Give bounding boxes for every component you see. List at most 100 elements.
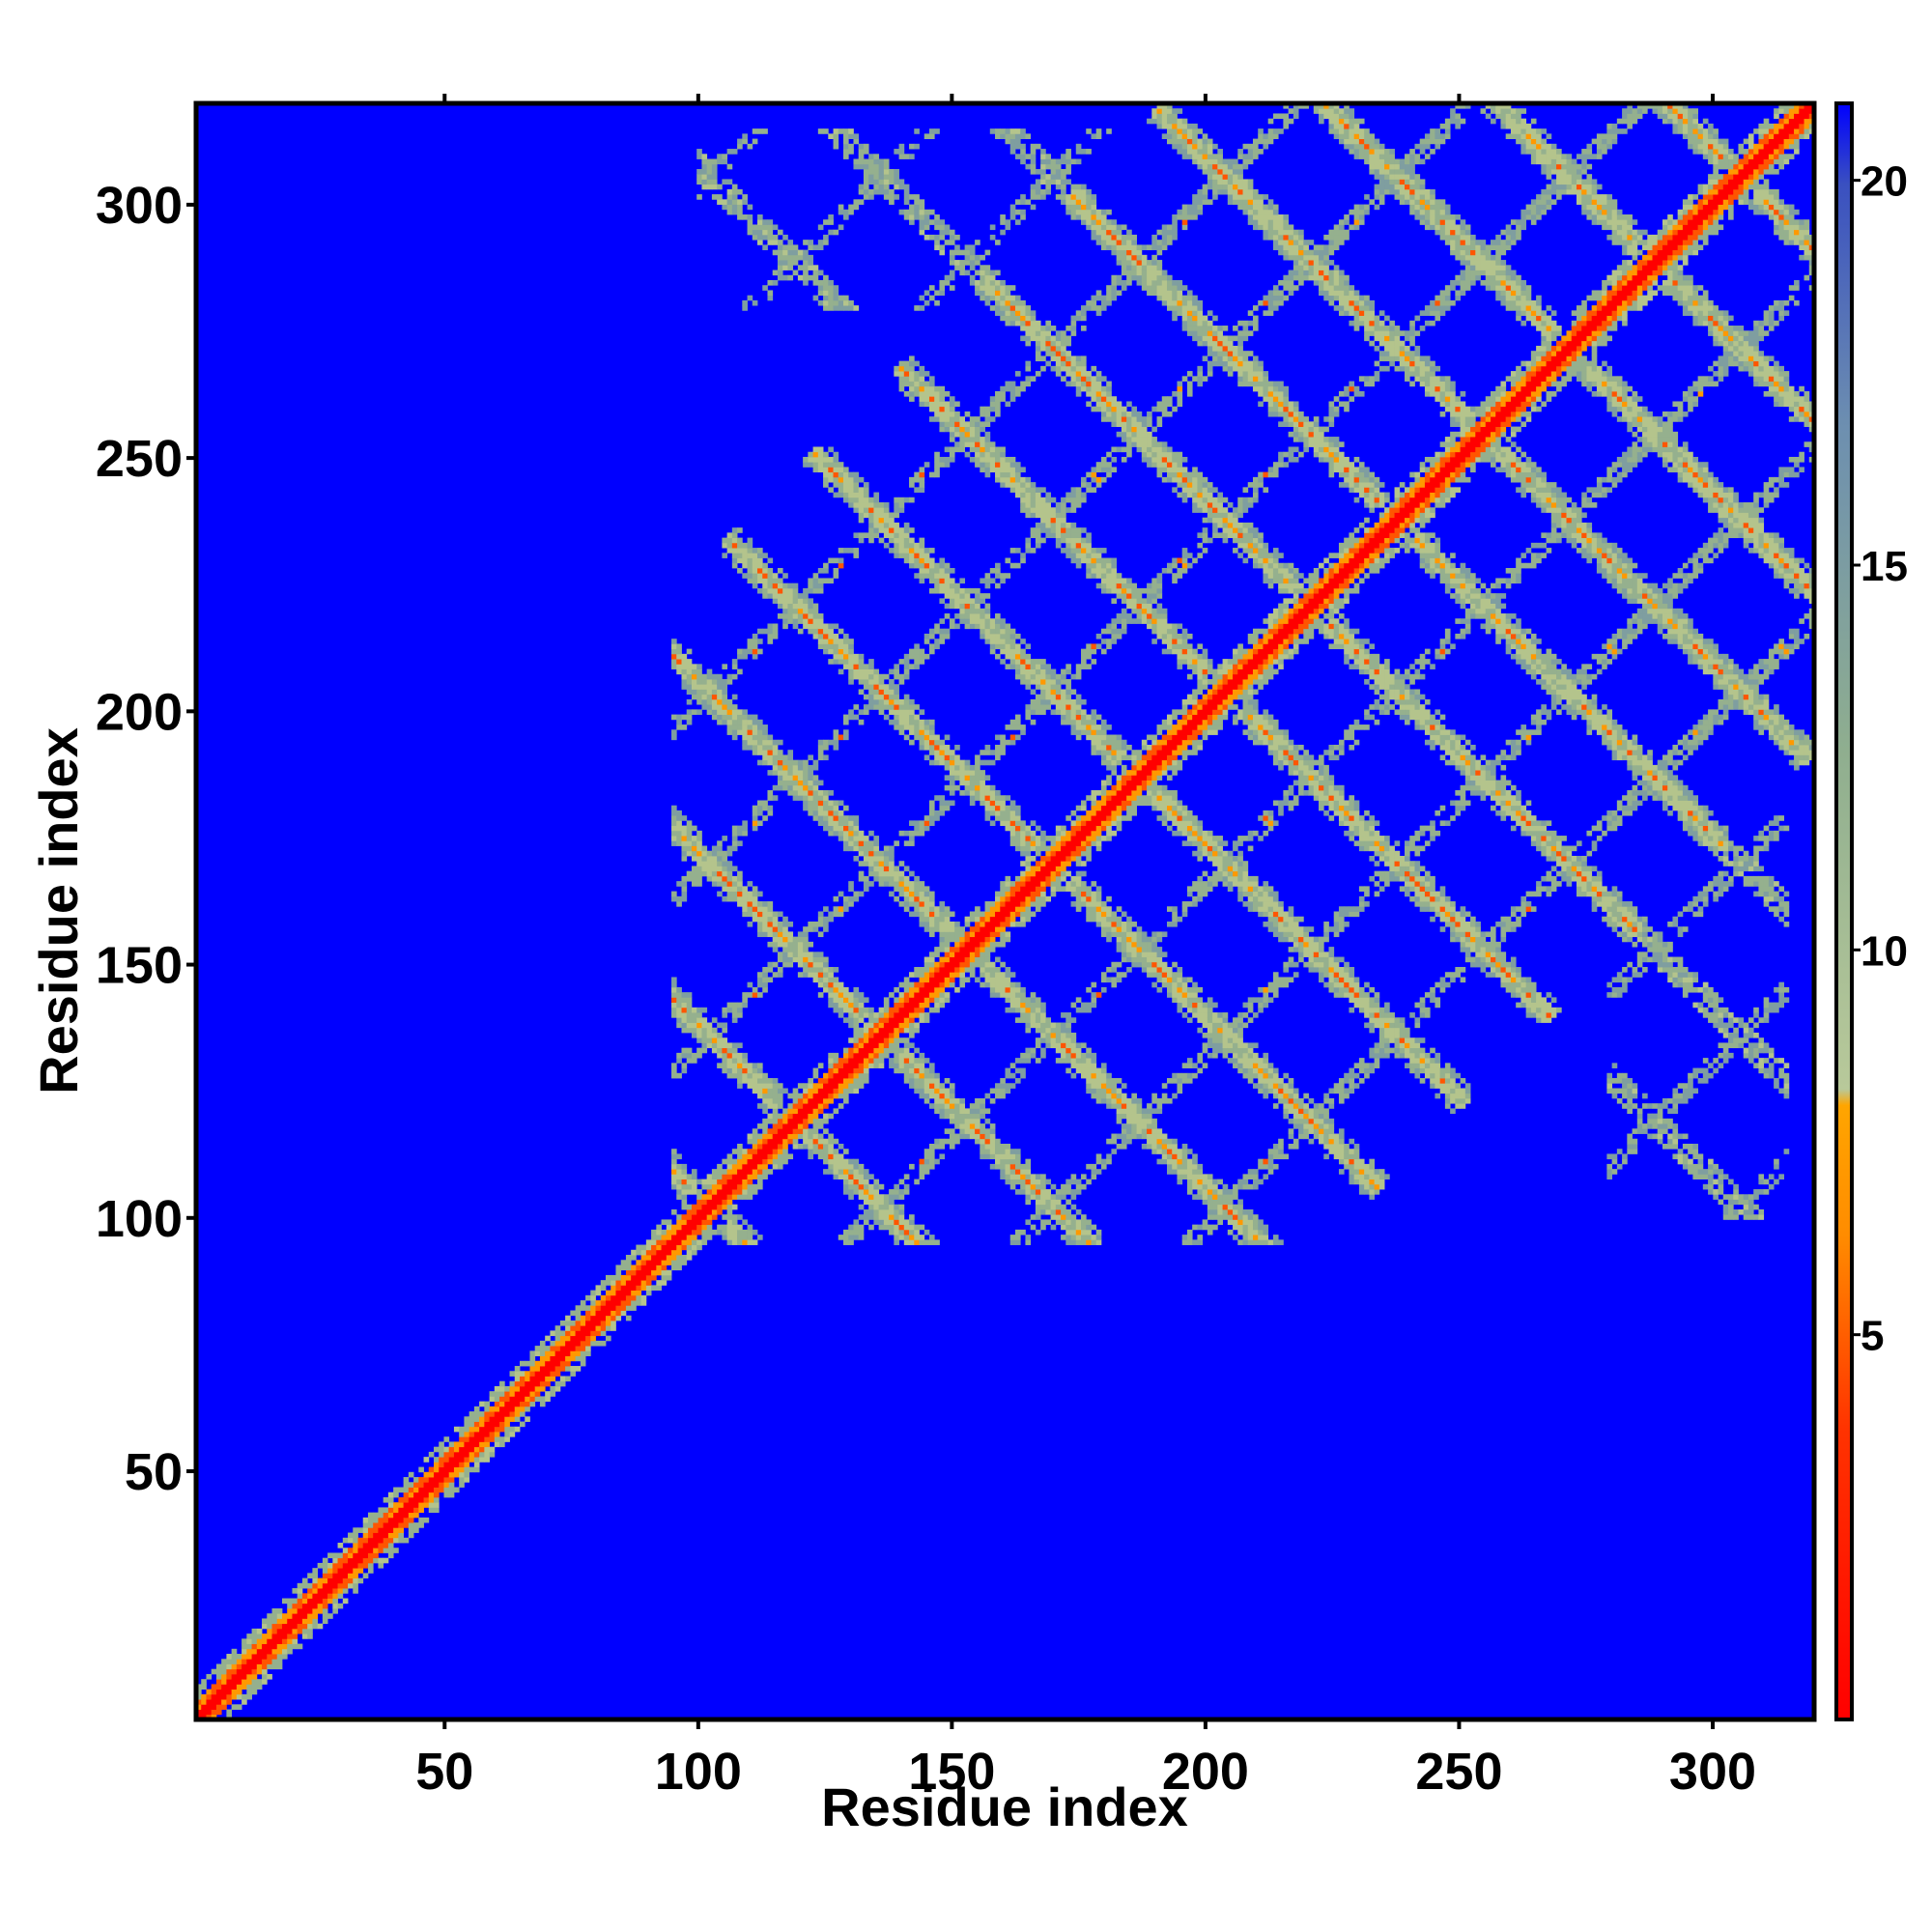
heatmap-cell <box>848 497 854 503</box>
heatmap-cell <box>539 1355 546 1362</box>
heatmap-cell <box>823 1118 829 1124</box>
heatmap-cell <box>742 133 748 139</box>
heatmap-cell <box>686 1058 693 1064</box>
heatmap-cell <box>1005 462 1011 468</box>
heatmap-cell <box>403 1512 410 1519</box>
heatmap-cell <box>752 906 758 912</box>
heatmap-cell <box>928 805 935 811</box>
heatmap-cell <box>747 562 753 569</box>
heatmap-cell <box>671 1183 677 1190</box>
heatmap-cell <box>989 936 996 943</box>
heatmap-cell <box>383 1537 389 1544</box>
heatmap-cell <box>939 628 946 635</box>
heatmap-cell <box>554 1335 561 1342</box>
heatmap-cell <box>909 548 915 554</box>
heatmap-cell <box>772 916 779 923</box>
heatmap-cell <box>954 764 960 771</box>
heatmap-cell <box>838 1058 844 1064</box>
heatmap-cell <box>539 1346 546 1351</box>
heatmap-cell <box>378 1522 384 1528</box>
heatmap-cell <box>919 542 925 549</box>
heatmap-cell <box>843 487 849 493</box>
heatmap-cell <box>803 254 809 261</box>
heatmap-cell <box>434 1462 440 1467</box>
heatmap-cell <box>611 1325 616 1331</box>
heatmap-cell <box>473 1411 480 1417</box>
heatmap-cell <box>656 1264 662 1271</box>
heatmap-cell <box>554 1366 561 1372</box>
heatmap-cell <box>928 391 935 397</box>
heatmap-cell <box>332 1562 338 1569</box>
heatmap-cell <box>696 709 702 716</box>
heatmap-cell <box>276 1659 283 1664</box>
heatmap-cell <box>1005 1088 1011 1094</box>
heatmap-cell <box>418 1502 424 1508</box>
heatmap-cell <box>747 921 753 927</box>
heatmap-cell <box>737 209 743 215</box>
heatmap-cell <box>858 1169 865 1175</box>
heatmap-cell <box>428 1487 435 1493</box>
heatmap-cell <box>817 800 824 807</box>
heatmap-cell <box>757 562 763 569</box>
heatmap-cell <box>939 279 946 286</box>
heatmap-cell <box>873 1183 880 1190</box>
heatmap-cell <box>969 784 976 791</box>
heatmap-cell <box>873 507 880 513</box>
heatmap-cell <box>348 1548 354 1553</box>
heatmap-cell <box>928 1103 935 1109</box>
heatmap-cell <box>575 1325 582 1331</box>
heatmap-cell <box>726 194 733 200</box>
heatmap-cell <box>868 1017 874 1023</box>
heatmap-cell <box>762 972 768 978</box>
heatmap-cell <box>1005 299 1011 306</box>
heatmap-cell <box>923 1017 930 1023</box>
heatmap-cell <box>894 684 899 690</box>
heatmap-cell <box>934 1239 940 1245</box>
heatmap-cell <box>605 1310 611 1317</box>
heatmap-cell <box>418 1482 424 1488</box>
heatmap-cell <box>625 1305 632 1311</box>
heatmap-cell <box>686 1208 693 1215</box>
heatmap-cell <box>883 1199 890 1206</box>
heatmap-cell <box>696 1017 702 1023</box>
heatmap-cell <box>731 1163 738 1170</box>
heatmap-cell <box>803 1143 809 1150</box>
heatmap-cell <box>817 952 824 957</box>
heatmap-cell <box>722 154 728 159</box>
heatmap-cell <box>752 1149 758 1154</box>
heatmap-cell <box>954 603 960 610</box>
heatmap-cell <box>975 608 980 614</box>
heatmap-cell <box>742 1067 748 1074</box>
heatmap-cell <box>817 613 824 619</box>
heatmap-cell <box>848 679 854 685</box>
heatmap-cell <box>301 1598 308 1605</box>
heatmap-cell <box>909 739 915 746</box>
heatmap-cell <box>262 1659 268 1664</box>
heatmap-cell <box>752 820 758 827</box>
heatmap-cell <box>242 1684 247 1690</box>
heatmap-cell <box>281 1623 288 1630</box>
heatmap-cell <box>883 532 890 539</box>
heatmap-cell <box>984 977 991 983</box>
heatmap-cell <box>676 815 682 821</box>
heatmap-cell <box>980 1113 985 1120</box>
heatmap-cell <box>919 467 925 473</box>
heatmap-cell <box>833 820 839 827</box>
heatmap-cell <box>499 1406 505 1412</box>
heatmap-cell <box>928 997 935 1004</box>
heatmap-cell <box>984 961 991 968</box>
heatmap-cell <box>525 1391 530 1397</box>
heatmap-cell <box>737 1012 743 1018</box>
heatmap-cell <box>883 502 890 508</box>
heatmap-cell <box>681 1183 688 1190</box>
heatmap-cell <box>995 977 1001 983</box>
heatmap-cell <box>717 850 723 857</box>
heatmap-cell <box>782 784 788 791</box>
heatmap-cell <box>772 573 779 579</box>
heatmap-cell <box>1000 648 1006 655</box>
heatmap-cell <box>914 972 920 978</box>
heatmap-cell <box>909 997 915 1004</box>
heatmap-cell <box>1005 1067 1011 1074</box>
heatmap-cell <box>681 1067 688 1074</box>
